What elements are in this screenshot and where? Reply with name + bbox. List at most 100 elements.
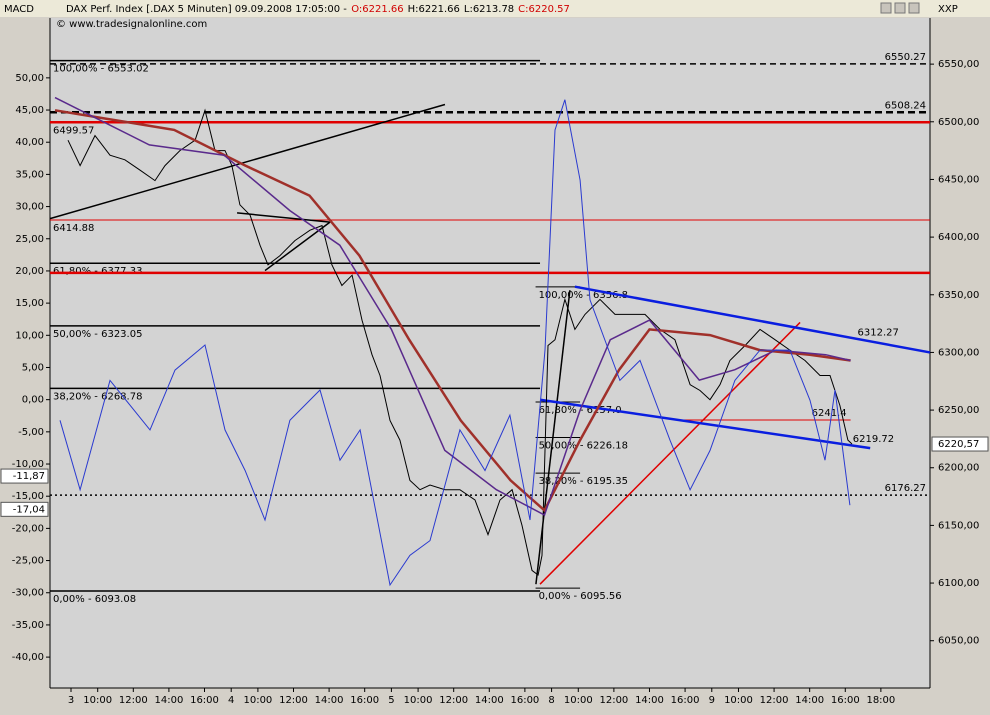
y-tick-label: -35,00 [12,620,44,631]
y2-tick-label: 6100,00 [938,578,979,589]
y2-tick-label: 6550,00 [938,59,979,70]
time-axis [0,690,990,711]
title-text: DAX Perf. Index [.DAX 5 Minuten] 09.09.2… [66,4,347,15]
level-label: 100,00% - 6553.02 [53,64,149,75]
value-marker-label: -17,04 [13,504,45,515]
level-label: 6550.27 [885,52,926,63]
x-tick-label: 10:00 [404,695,433,706]
x-tick-label: 16:00 [510,695,539,706]
x-tick-label: 4 [228,695,234,706]
series-line [67,108,853,576]
x-tick-label: 16:00 [190,695,219,706]
y2-tick-label: 6400,00 [938,232,979,243]
button[interactable] [880,2,892,14]
button[interactable] [894,2,906,14]
y-tick-label: -25,00 [12,556,44,567]
x-tick-label: 9 [709,695,715,706]
x-tick-label: 14:00 [795,695,824,706]
y2-tick-label: 6500,00 [938,117,979,128]
y2-axis-label: XXP [938,4,958,15]
trendline [574,285,931,354]
value-marker [0,501,49,517]
y-tick-label: -30,00 [12,588,44,599]
y2-tick-label: 6150,00 [938,520,979,531]
y-tick-label: 25,00 [15,234,44,245]
level-label: 38,20% - 6268.78 [53,391,142,402]
y-tick-label: -5,00 [18,427,44,438]
y2-tick-label: 6050,00 [938,636,979,647]
trendline [49,103,446,220]
header-bar [0,0,990,17]
button[interactable] [908,2,920,14]
x-tick-label: 14:00 [475,695,504,706]
level-label: 100,00% - 6356.8 [539,290,628,301]
y-tick-label: 0,00 [22,395,44,406]
x-tick-label: 12:00 [760,695,789,706]
trendline [236,212,331,223]
x-tick-label: 16:00 [671,695,700,706]
level-label: 6499.57 [53,125,94,136]
x-tick-label: 16:00 [350,695,379,706]
price-marker-label: 6220,57 [938,439,979,450]
trendline [539,321,801,585]
x-tick-label: 16:00 [831,695,860,706]
level-label: 50,00% - 6226.18 [539,441,628,452]
trendline [539,398,871,450]
y-tick-label: 10,00 [15,330,44,341]
title: DAX Perf. Index [.DAX 5 Minuten] 09.09.2… [66,4,570,15]
x-tick-label: 12:00 [599,695,628,706]
window-buttons[interactable] [880,2,920,14]
x-tick-label: 10:00 [243,695,272,706]
level-label: 6241.4 [812,408,847,419]
level-label: 38,20% - 6195.35 [539,476,628,487]
x-tick-label: 8 [548,695,554,706]
y-tick-label: 40,00 [15,137,44,148]
y2-tick-label: 6300,00 [938,347,979,358]
y-tick-label: 35,00 [15,169,44,180]
x-tick-label: 18:00 [866,695,895,706]
x-tick-label: 14:00 [154,695,183,706]
y2-tick-label: 6200,00 [938,463,979,474]
ohlc-value: O:6221.66 [351,4,403,15]
ohlc-value: H:6221.66 [408,4,460,15]
y-axis-label: MACD [4,4,34,15]
y-tick-label: 50,00 [15,73,44,84]
trendline-label: 6312.27 [858,327,899,338]
y2-tick-label: 6450,00 [938,174,979,185]
x-tick-label: 5 [388,695,394,706]
x-tick-label: 3 [68,695,74,706]
level-label: 0,00% - 6095.56 [539,591,622,602]
level-label: 6176.27 [885,483,926,494]
x-tick-label: 14:00 [635,695,664,706]
y-tick-label: -20,00 [12,523,44,534]
y-tick-label: -15,00 [12,491,44,502]
ohlc-value: L:6213.78 [464,4,514,15]
value-marker-label: -11,87 [13,471,45,482]
price-marker [931,436,989,452]
y2-tick-label: 6350,00 [938,290,979,301]
x-tick-label: 12:00 [439,695,468,706]
series-line [59,99,851,587]
ohlc-value: C:6220.57 [518,4,570,15]
x-tick-label: 12:00 [279,695,308,706]
y-tick-label: 20,00 [15,266,44,277]
level-label: 0,00% - 6093.08 [53,594,136,605]
value-marker [0,468,49,484]
level-label: 6508.24 [885,100,926,111]
y-tick-label: 5,00 [22,362,44,373]
y-tick-label: -40,00 [12,652,44,663]
y-tick-label: 15,00 [15,298,44,309]
y2-tick-label: 6250,00 [938,405,979,416]
level-label: 50,00% - 6323.05 [53,329,142,340]
level-label: 6414.88 [53,223,94,234]
x-tick-label: 12:00 [119,695,148,706]
x-tick-label: 10:00 [564,695,593,706]
trendline [535,290,571,585]
x-tick-label: 14:00 [315,695,344,706]
x-tick-label: 10:00 [83,695,112,706]
x-tick-label: 10:00 [724,695,753,706]
source: © www.tradesignalonline.com [56,19,207,30]
y-tick-label: 45,00 [15,105,44,116]
